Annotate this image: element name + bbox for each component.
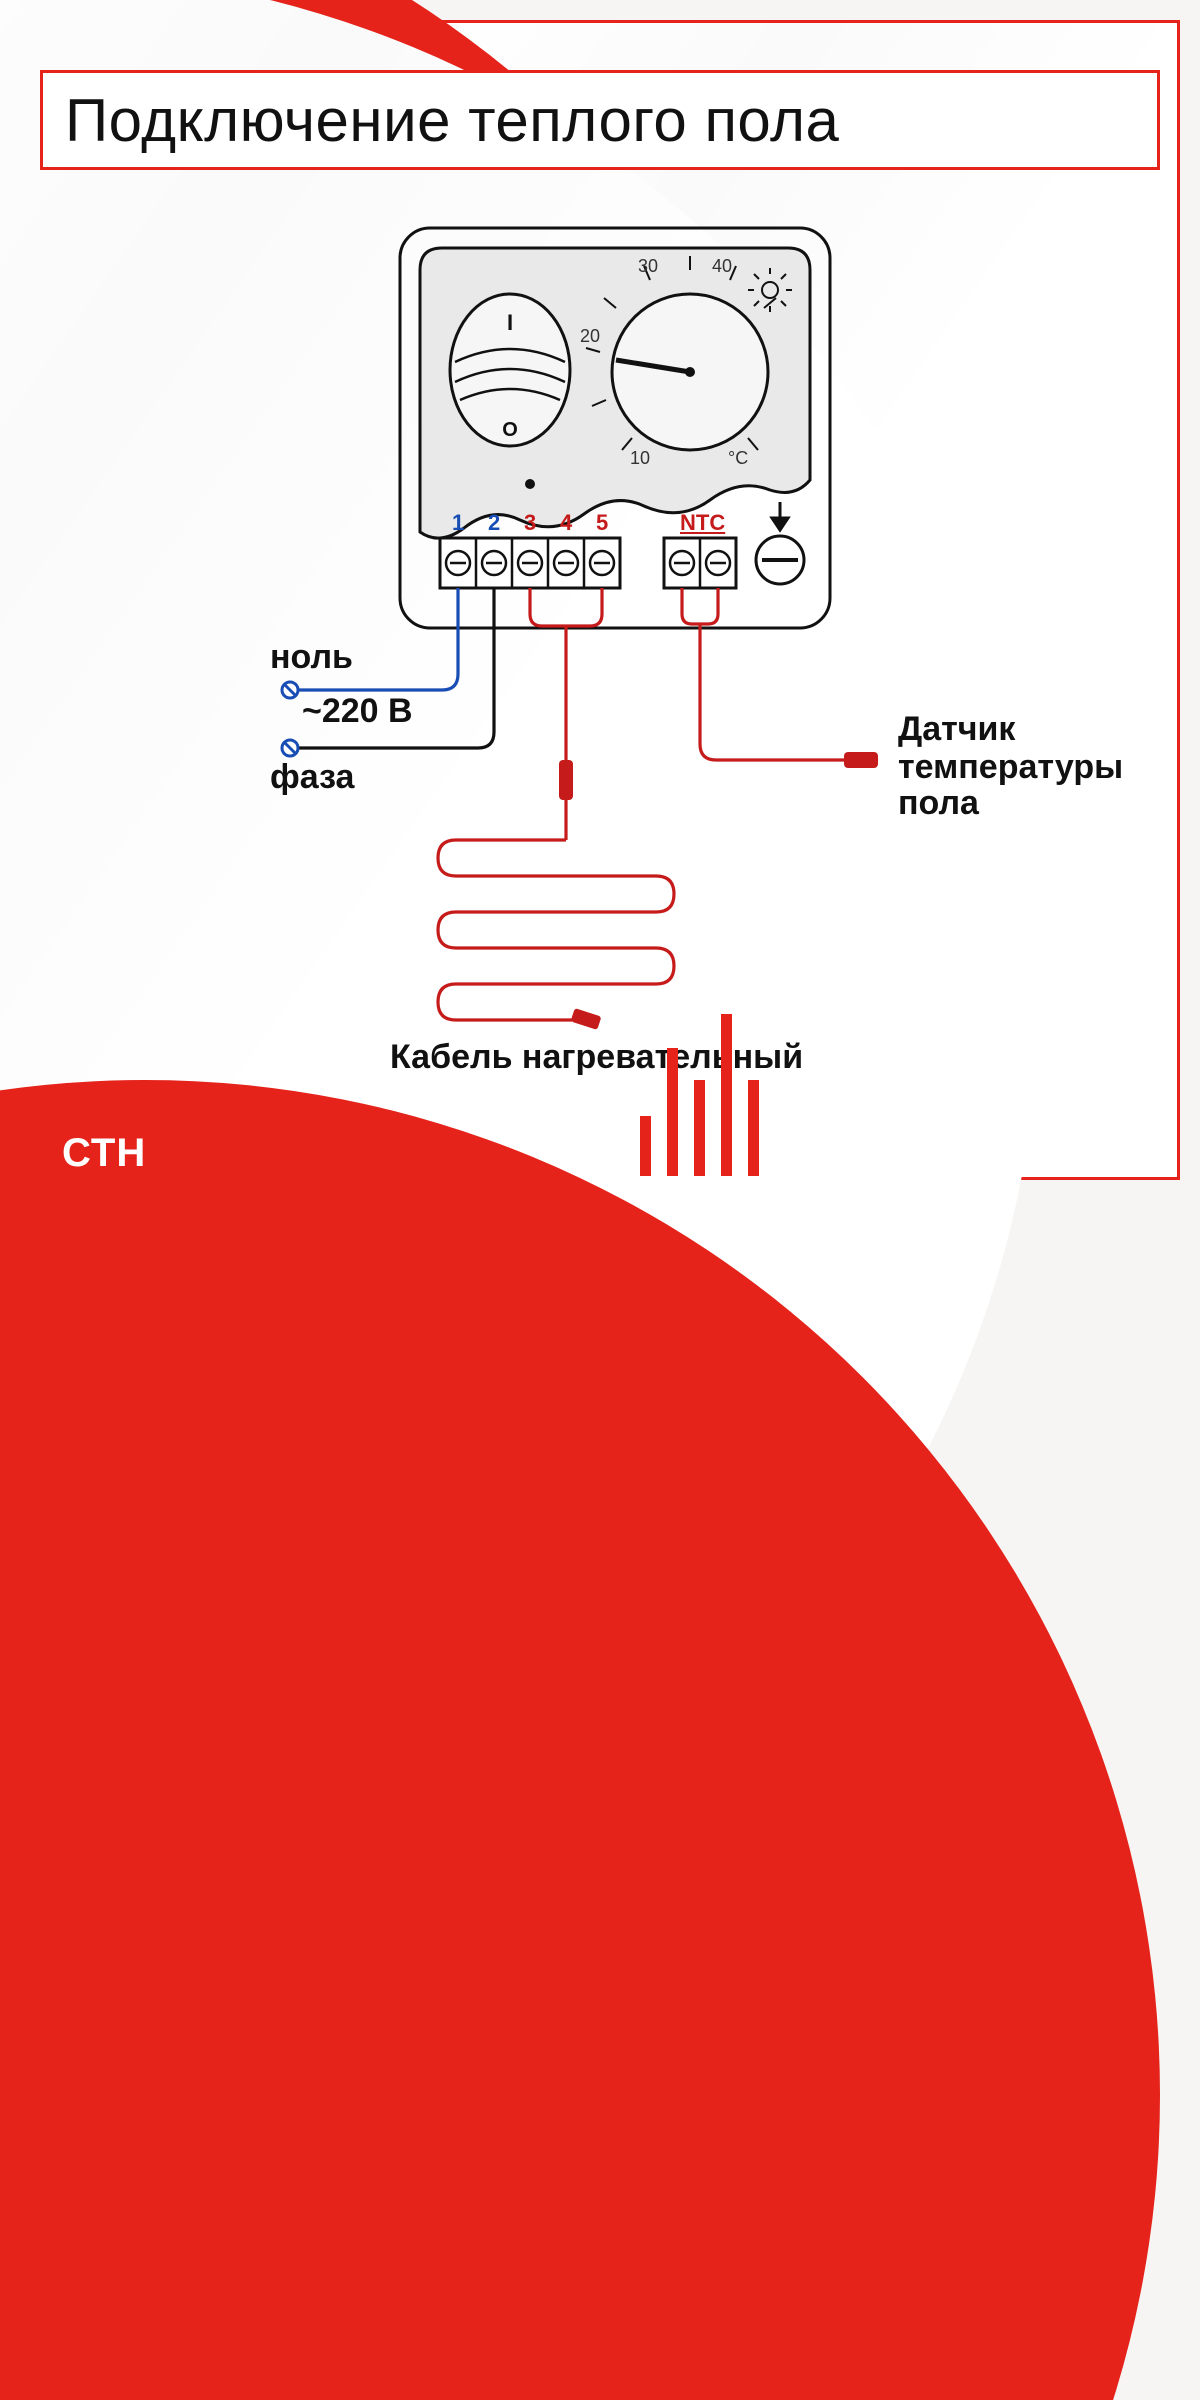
heater-fuse xyxy=(559,760,573,800)
heater-coil xyxy=(438,840,674,1020)
terminal-5: 5 xyxy=(596,510,608,536)
terminal-3: 3 xyxy=(524,510,536,536)
title-bar: Подключение теплого пола xyxy=(40,70,1160,170)
wire-heater-top xyxy=(530,588,602,626)
label-voltage: ~220 В xyxy=(302,694,413,730)
arrow-down-icon xyxy=(772,502,788,530)
terminal-2: 2 xyxy=(488,510,500,536)
decor-bars xyxy=(640,1014,759,1176)
indicator-dot xyxy=(525,479,535,489)
wire-sensor-top xyxy=(682,588,718,624)
switch-on-label: I xyxy=(507,310,513,335)
label-neutral: ноль xyxy=(270,640,353,676)
wire-sensor xyxy=(700,624,844,760)
terminal-1: 1 xyxy=(452,510,464,536)
terminal-4: 4 xyxy=(560,510,572,536)
dial-unit: °C xyxy=(728,448,748,469)
label-sensor-2: температуры пола xyxy=(898,750,1200,821)
dial-tick-20: 20 xyxy=(580,326,600,347)
wiring-diagram: I O xyxy=(0,0,1200,1200)
label-sensor-1: Датчик xyxy=(898,712,1015,748)
dial-tick-40: 40 xyxy=(712,256,732,277)
dial-tick-10: 10 xyxy=(630,448,650,469)
switch-off-label: O xyxy=(502,419,518,441)
terminal-ntc: NTC xyxy=(680,510,725,536)
sensor-tip xyxy=(844,752,878,768)
page-title: Подключение теплого пола xyxy=(65,86,839,155)
brand-logo: СТН xyxy=(62,1131,146,1176)
label-live: фаза xyxy=(270,760,354,796)
dial-tick-30: 30 xyxy=(638,256,658,277)
